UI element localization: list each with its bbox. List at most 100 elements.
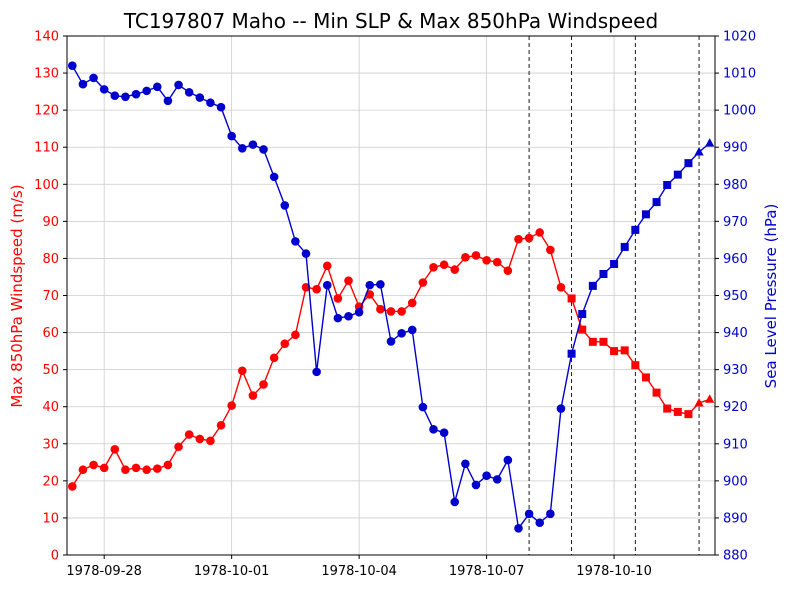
y-tick-label-right: 880 [723,549,748,564]
pressure-point [556,404,566,413]
y-axis-label-left: Max 850hPa Windspeed (m/s) [8,184,26,407]
pressure-point [397,329,406,338]
pressure-point [121,92,130,102]
pressure-point [429,425,438,434]
pressure-point [344,311,353,321]
windspeed-point [89,460,98,470]
windspeed-point [684,410,693,419]
x-tick-label: 1978-10-01 [194,564,270,579]
x-tick-label: 1978-10-04 [321,564,397,579]
windspeed-point [269,353,279,363]
pressure-point [174,80,183,90]
y-tick-label-left: 130 [34,67,59,82]
pressure-point [471,480,481,490]
windspeed-point [312,284,321,294]
pressure-point [269,172,279,182]
y-tick-label-right: 1010 [723,67,756,82]
windspeed-point [216,420,226,430]
windspeed-point [184,430,194,439]
windspeed-point [641,373,650,382]
y-axis-label-right: Sea Level Pressure (hPa) [762,204,780,389]
windspeed-point [546,245,555,255]
windspeed-point [248,391,258,400]
y-tick-label-left: 0 [51,549,59,564]
windspeed-point [631,361,640,370]
windspeed-point [280,339,290,348]
windspeed-point [259,380,268,389]
y-tick-label-right: 1020 [723,30,756,45]
pressure-point [535,518,545,528]
pressure-point [354,307,364,317]
pressure-point [376,280,385,289]
pressure-point [227,131,236,141]
y-tick-label-left: 120 [34,104,59,119]
pressure-point [68,61,77,70]
pressure-point [439,428,449,437]
series-layer [68,61,715,533]
axes-layer: 0102030405060708090100110120130140880890… [34,30,756,580]
pressure-point [280,201,290,210]
pressure-point [588,281,597,290]
pressure-point [599,269,608,278]
x-tick-label: 1978-09-28 [66,564,142,579]
windspeed-point [333,294,343,303]
y-tick-label-right: 950 [723,289,748,304]
pressure-point [216,102,226,112]
pressure-point [684,159,693,168]
pressure-point [450,497,460,507]
pressure-point [163,96,173,106]
pressure-point [78,79,88,89]
pressure-point [322,280,332,290]
windspeed-point [110,445,120,454]
y-tick-label-right: 1000 [723,104,756,119]
windspeed-point [524,233,534,243]
pressure-point [673,170,682,179]
y-tick-label-left: 10 [42,511,59,526]
windspeed-point [386,307,396,316]
windspeed-point [121,465,130,475]
y-tick-label-left: 60 [42,326,59,341]
windspeed-point [599,337,608,346]
y-tick-label-right: 930 [723,363,748,378]
y-tick-label-right: 910 [723,437,748,452]
pressure-point [407,325,417,335]
windspeed-point [429,263,438,272]
pressure-point [152,82,162,92]
windspeed-point [78,465,88,475]
windspeed-point [578,325,587,334]
windspeed-point [344,276,353,285]
windspeed-point [195,434,205,444]
windspeed-point [439,260,449,270]
windspeed-point [291,330,300,340]
windspeed-point [652,388,661,397]
pressure-point [524,509,534,519]
y-tick-label-left: 80 [42,252,59,267]
windspeed-point [471,251,481,260]
pressure-point [386,337,396,346]
windspeed-point [610,347,619,356]
pressure-point [365,280,375,290]
windspeed-point [322,261,332,271]
windspeed-point [694,398,704,407]
y-tick-label-right: 920 [723,400,748,415]
pressure-point [620,242,629,251]
pressure-point [578,310,587,319]
pressure-point [546,509,555,519]
pressure-point [418,402,428,412]
pressure-point [514,524,523,533]
pressure-point [652,198,661,207]
windspeed-point [705,394,715,403]
windspeed-point [206,436,215,446]
y-tick-label-right: 890 [723,511,748,526]
windspeed-point [663,404,672,413]
windspeed-point [397,307,406,316]
x-tick-label: 1978-10-07 [449,564,525,579]
y-tick-label-left: 90 [42,215,59,230]
pressure-point [142,86,151,96]
pressure-point [195,93,205,102]
pressure-point [663,181,672,190]
pressure-point [89,73,98,83]
windspeed-point [407,298,417,308]
